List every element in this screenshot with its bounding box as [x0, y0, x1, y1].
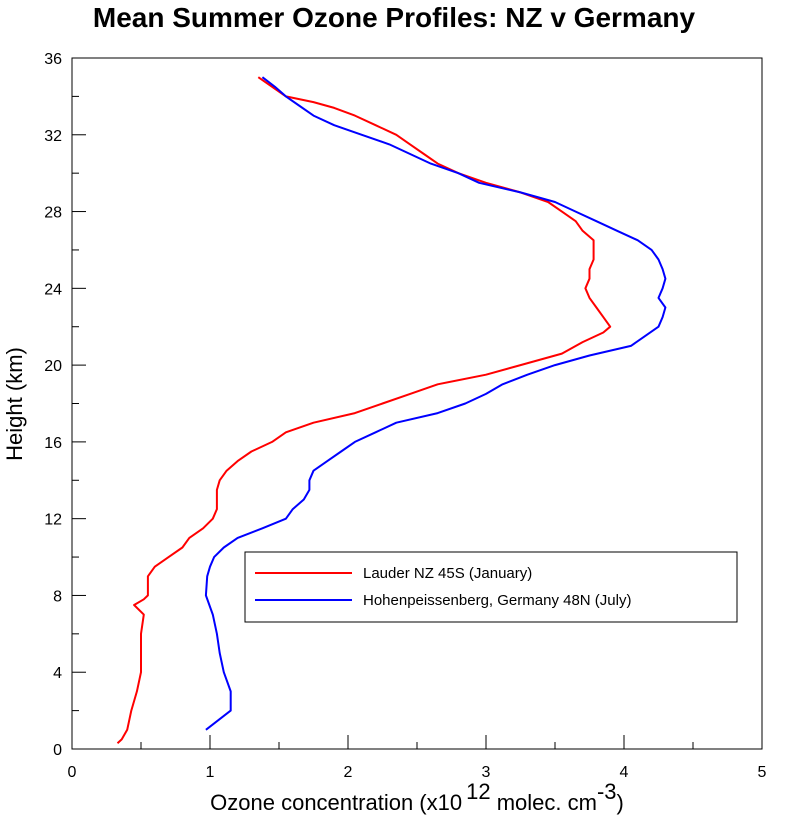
- x-tick-label: 3: [482, 764, 491, 781]
- y-tick-label: 36: [44, 51, 62, 68]
- x-axis-title-exponent: 12: [466, 779, 490, 804]
- series-line-lauder: [116, 76, 612, 744]
- legend-box: [244, 551, 738, 623]
- x-axis-title-prefix: Ozone concentration (x10: [210, 790, 462, 815]
- legend: Lauder NZ 45S (January) Hohenpeissenberg…: [244, 551, 738, 623]
- y-tick-label: 0: [53, 742, 62, 759]
- x-tick-label: 5: [758, 764, 767, 781]
- x-axis-title-middle: molec. cm: [491, 790, 597, 815]
- legend-label-lauder: Lauder NZ 45S (January): [363, 565, 532, 582]
- y-tick-label: 4: [53, 665, 62, 682]
- x-axis-title-unit-exponent: -3: [597, 779, 617, 804]
- y-tick-label: 32: [44, 128, 62, 145]
- x-axis-title: Ozone concentration (x10 12 molec. cm-3): [210, 779, 624, 815]
- y-tick-label: 20: [44, 358, 62, 375]
- y-axis-title: Height (km): [2, 347, 27, 461]
- plot-area-frame: [71, 57, 763, 750]
- y-tick-label: 12: [44, 512, 62, 529]
- x-axis-title-suffix: ): [617, 790, 624, 815]
- y-tick-label: 28: [44, 205, 62, 222]
- legend-label-hohenpeissenberg: Hohenpeissenberg, Germany 48N (July): [363, 592, 631, 609]
- y-tick-label: 16: [44, 435, 62, 452]
- x-tick-label: 1: [206, 764, 215, 781]
- series-line-hohenpeissenberg: [204, 76, 667, 731]
- y-tick-label: 24: [44, 281, 62, 298]
- series-layer: [116, 76, 667, 744]
- x-tick-label: 0: [68, 764, 77, 781]
- x-tick-label: 2: [344, 764, 353, 781]
- chart-title: Mean Summer Ozone Profiles: NZ v Germany: [92, 2, 696, 33]
- x-tick-label: 4: [620, 764, 629, 781]
- y-tick-label: 8: [53, 588, 62, 605]
